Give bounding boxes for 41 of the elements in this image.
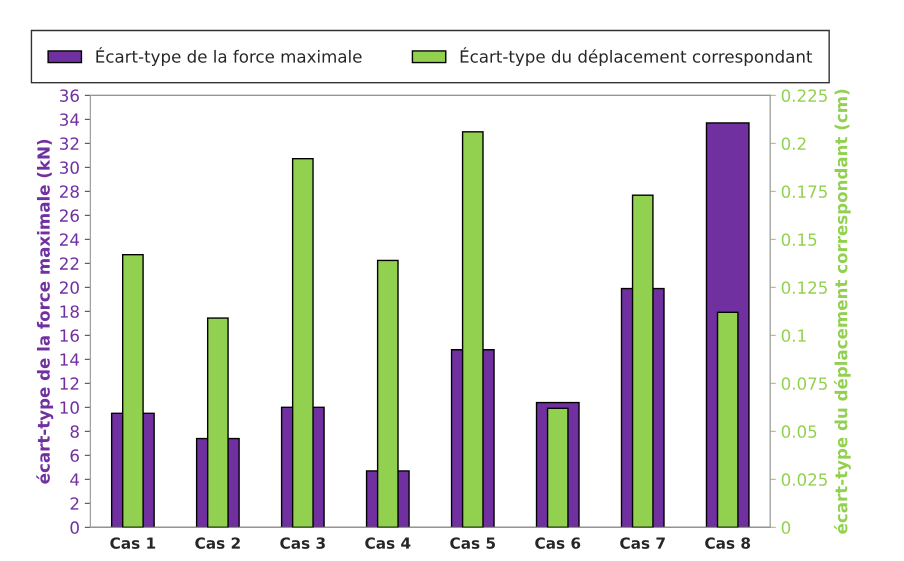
y-tick-label: 14 [60, 354, 80, 366]
y-tick-label: 8 [70, 425, 79, 438]
x-tick-label: Cas 1 [110, 537, 156, 549]
y2-tick-label: 0.125 [782, 281, 827, 294]
y2-tick-label: 0.025 [782, 473, 827, 486]
x-tick-label: Cas 4 [365, 537, 410, 549]
y-tick-label: 16 [60, 329, 79, 342]
y2-tick-label: 0.225 [782, 89, 827, 102]
y-tick-label: 30 [60, 161, 79, 174]
y-axis-title: écart-type de la force maximale (kN) [36, 140, 54, 484]
y2-tick-label: 0.2 [782, 137, 806, 150]
y2-tick-label: 0 [782, 521, 790, 534]
x-tick-label: Cas 7 [620, 537, 665, 549]
y2-tick-label: 0.1 [782, 329, 806, 342]
y-tick-label: 32 [60, 137, 78, 150]
legend-label: Écart-type du déplacement correspondant [460, 47, 812, 66]
x-tick-label: Cas 8 [705, 537, 750, 549]
y2-tick-label: 0.05 [782, 425, 816, 438]
y-tick-label: 24 [60, 233, 80, 246]
y-tick-label: 10 [60, 401, 79, 414]
y-tick-label: 26 [60, 209, 79, 222]
x-tick-label: Cas 5 [450, 537, 496, 549]
legend-label: Écart-type de la force maximale [96, 47, 362, 66]
y2-tick-label: 0.175 [782, 185, 827, 198]
y-tick-label: 20 [60, 281, 79, 294]
y2-axis-title: écart-type du déplacement correspondant (cm) [834, 90, 851, 534]
y-tick-label: 28 [60, 185, 79, 198]
y-tick-label: 4 [70, 474, 80, 486]
x-tick-label: Cas 6 [535, 537, 580, 549]
y-tick-label: 0 [70, 521, 79, 534]
y-tick-label: 34 [60, 113, 80, 126]
x-tick-label: Cas 3 [280, 537, 325, 549]
y2-tick-label: 0.075 [782, 377, 827, 390]
y-tick-label: 18 [60, 305, 79, 318]
y-tick-label: 36 [60, 89, 79, 102]
x-tick-label: Cas 2 [195, 537, 240, 549]
y-tick-label: 22 [60, 257, 78, 270]
y2-tick-label: 0.15 [782, 233, 816, 246]
y-tick-label: 6 [70, 449, 79, 462]
y-tick-label: 12 [60, 377, 78, 390]
y-tick-label: 2 [70, 497, 78, 510]
